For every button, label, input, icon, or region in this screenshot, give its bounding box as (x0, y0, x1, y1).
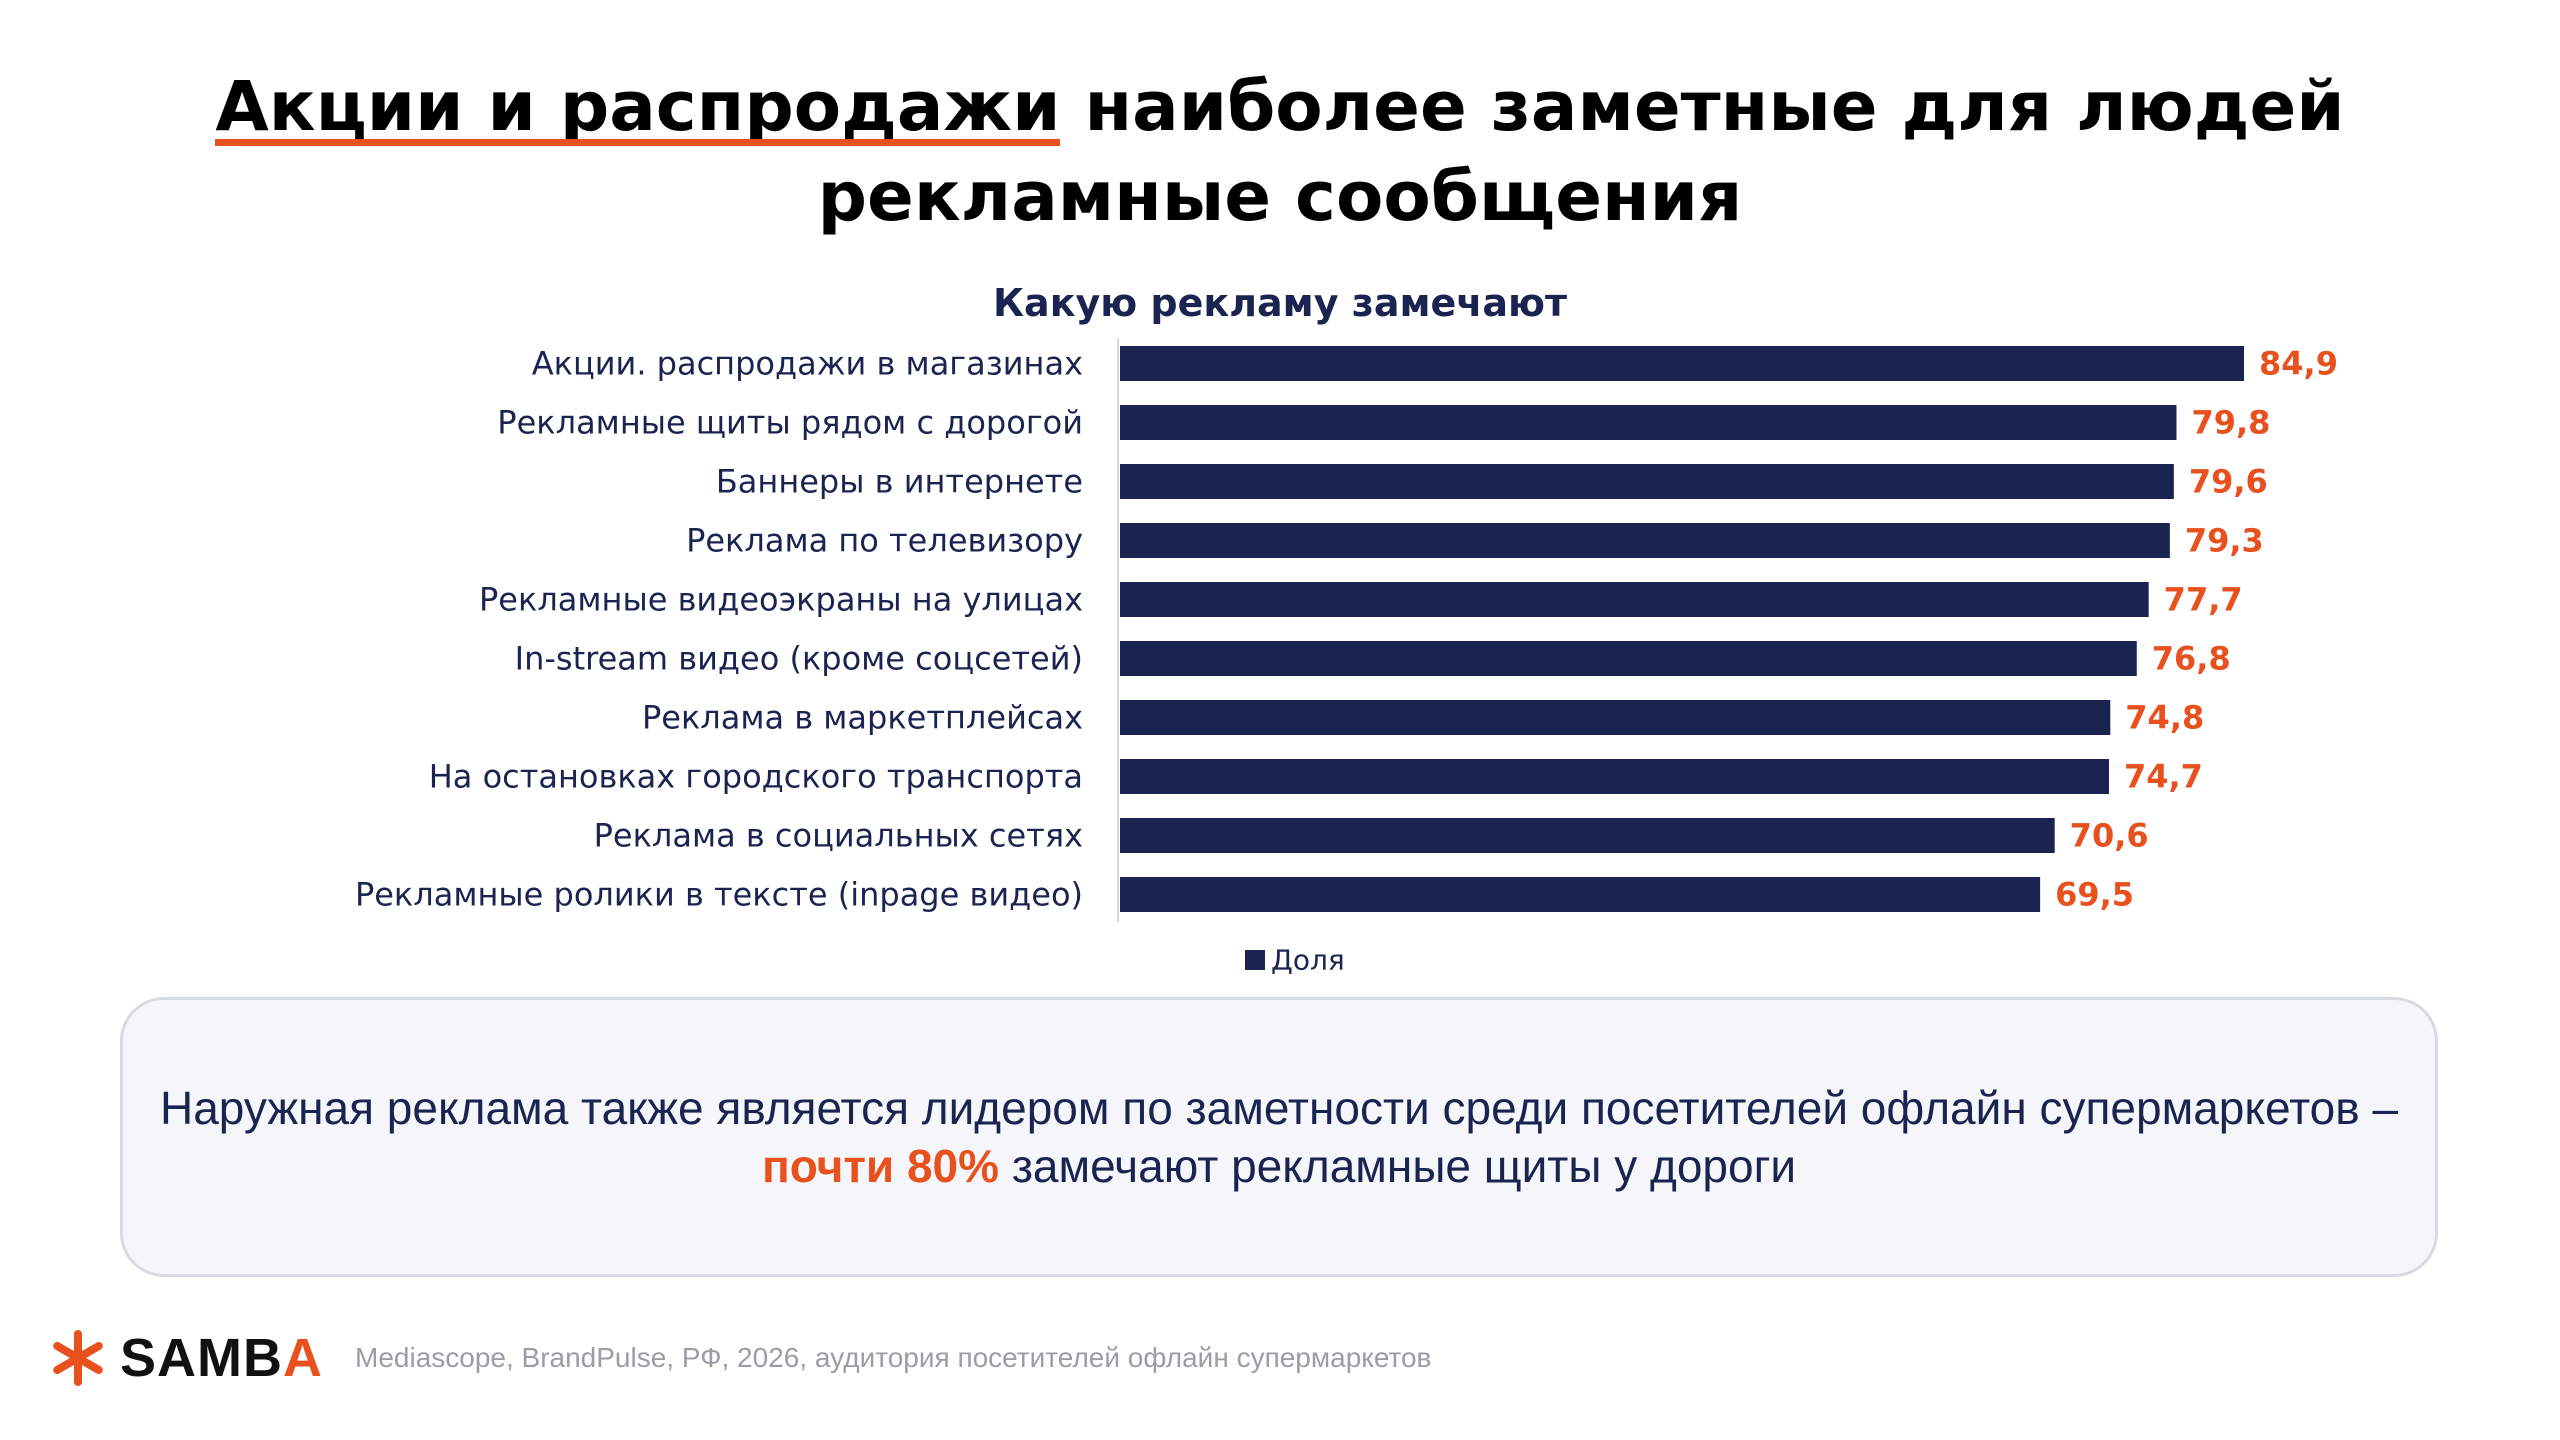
title-line1-rest: наиболее заметные для людей (1084, 67, 2345, 147)
footer: SAMBA Mediascope, BrandPulse, РФ, 2026, … (48, 1325, 1431, 1391)
value-label: 74,8 (2125, 699, 2204, 737)
bar-chart: Акции. распродажи в магазинах 84,9 Рекламн… (355, 338, 2338, 977)
category-label: На остановках городского транспорта (429, 758, 1083, 796)
legend-swatch (1245, 950, 1265, 970)
bar (1120, 641, 2137, 676)
source-note: Mediascope, BrandPulse, РФ, 2026, аудито… (355, 1342, 1432, 1373)
samba-logo: SAMBA (48, 1327, 323, 1389)
value-label: 69,5 (2055, 876, 2134, 914)
callout-box: Наружная реклама также является лидером … (120, 997, 2438, 1277)
callout-text: Наружная реклама также является лидером … (123, 1079, 2435, 1195)
value-label: 79,3 (2185, 522, 2264, 560)
category-label: Реклама в маркетплейсах (642, 699, 1083, 737)
callout-text-after: замечают рекламные щиты у дороги (999, 1140, 1797, 1192)
chart-title: Какую рекламу замечают (993, 281, 1567, 325)
logo-text: SAMBA (120, 1327, 323, 1389)
title-line2: рекламные сообщения (817, 157, 1743, 237)
slide-title: Акции и распродажи наиболее заметные для… (0, 62, 2560, 242)
category-label: In-stream видео (кроме соцсетей) (515, 640, 1083, 678)
category-label: Акции. распродажи в магазинах (532, 345, 1083, 383)
bar (1120, 464, 2174, 499)
logo-text-accent: A (283, 1328, 323, 1388)
asterisk-icon (53, 1330, 103, 1386)
value-label: 77,7 (2164, 581, 2243, 619)
bar (1120, 523, 2170, 558)
category-label: Баннеры в интернете (716, 463, 1083, 501)
category-label: Реклама в социальных сетях (594, 817, 1083, 855)
value-label: 76,8 (2152, 640, 2231, 678)
bar (1120, 346, 2244, 381)
category-label: Рекламные ролики в тексте (inpage видео) (355, 876, 1083, 914)
bar (1120, 582, 2149, 617)
bar (1120, 818, 2055, 853)
category-label: Рекламные щиты рядом с дорогой (497, 404, 1083, 442)
bar (1120, 759, 2109, 794)
legend-label: Доля (1271, 944, 1345, 977)
category-label: Реклама по телевизору (686, 522, 1083, 560)
title-highlight: Акции и распродажи (215, 62, 1061, 152)
bar (1120, 405, 2177, 440)
callout-text-before: Наружная реклама также является лидером … (159, 1082, 2399, 1134)
logo-text-main: SAMB (120, 1328, 283, 1388)
value-label: 84,9 (2259, 345, 2338, 383)
category-label: Рекламные видеоэкраны на улицах (479, 581, 1083, 619)
callout-highlight: почти 80% (761, 1140, 1000, 1192)
bar (1120, 877, 2041, 912)
value-label: 74,7 (2124, 758, 2203, 796)
value-label: 79,6 (2189, 463, 2268, 501)
value-label: 79,8 (2191, 404, 2270, 442)
bar (1120, 700, 2111, 735)
value-label: 70,6 (2070, 817, 2149, 855)
